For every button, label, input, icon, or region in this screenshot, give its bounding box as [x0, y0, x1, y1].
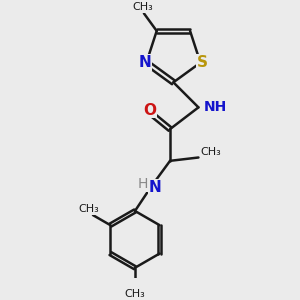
Text: CH₃: CH₃ — [79, 204, 99, 214]
Text: CH₃: CH₃ — [124, 290, 145, 299]
Text: S: S — [196, 55, 208, 70]
Text: N: N — [148, 180, 161, 195]
Text: NH: NH — [203, 100, 227, 114]
Text: N: N — [138, 55, 151, 70]
Text: O: O — [143, 103, 156, 118]
Text: CH₃: CH₃ — [132, 2, 153, 12]
Text: H: H — [137, 177, 148, 191]
Text: CH₃: CH₃ — [200, 148, 221, 158]
